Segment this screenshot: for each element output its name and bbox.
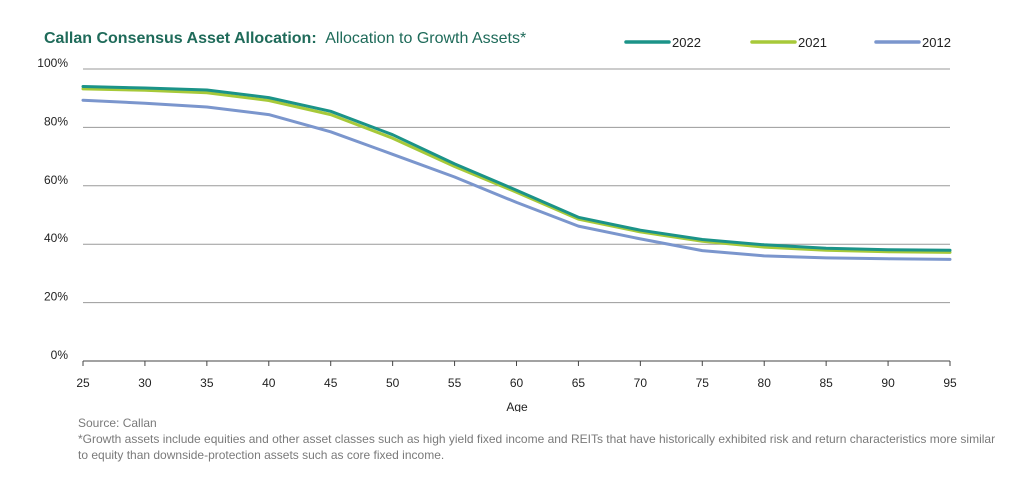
- x-tick-label: 30: [138, 376, 152, 390]
- y-tick-label: 20%: [44, 290, 68, 304]
- y-tick-label: 60%: [44, 173, 68, 187]
- gridlines: [83, 68, 950, 362]
- chart-footer: Source: Callan *Growth assets include eq…: [78, 415, 1008, 463]
- source-note: Source: Callan: [78, 416, 157, 430]
- y-axis-ticks: 0% 20% 40% 60% 80% 100%: [37, 56, 68, 362]
- x-tick-label: 50: [386, 376, 400, 390]
- series-lines: [81, 85, 952, 261]
- x-tick-label: 55: [448, 376, 462, 390]
- y-tick-label: 100%: [37, 56, 68, 70]
- series-line-2021: [81, 87, 952, 254]
- x-tick-label: 25: [76, 376, 90, 390]
- y-tick-label: 80%: [44, 114, 68, 128]
- x-axis-ticks: 25 30 35 40 45 50 55 60 65 70 75 80 85 90 95: [76, 361, 957, 390]
- line-chart: Callan Consensus Asset Allocation: Alloc…: [37, 30, 957, 412]
- series-line-2022: [81, 85, 952, 252]
- x-tick-label: 70: [634, 376, 648, 390]
- legend-label-2022: 2022: [672, 35, 701, 50]
- legend: 2022 2021 2012: [624, 35, 951, 50]
- x-axis-title: Age: [506, 400, 528, 412]
- x-tick-label: 35: [200, 376, 214, 390]
- footnote: *Growth assets include equities and othe…: [78, 432, 996, 462]
- x-tick-label: 90: [881, 376, 895, 390]
- x-tick-label: 45: [324, 376, 338, 390]
- y-tick-label: 40%: [44, 231, 68, 245]
- chart-title: Callan Consensus Asset Allocation: Alloc…: [44, 30, 526, 47]
- x-tick-label: 95: [943, 376, 957, 390]
- series-line-2012: [81, 98, 952, 261]
- x-tick-label: 85: [819, 376, 833, 390]
- legend-label-2012: 2012: [922, 35, 951, 50]
- x-tick-label: 75: [696, 376, 710, 390]
- chart-subtitle: Allocation to Growth Assets*: [325, 30, 526, 47]
- x-tick-label: 60: [510, 376, 524, 390]
- x-tick-label: 65: [572, 376, 586, 390]
- x-tick-label: 40: [262, 376, 276, 390]
- chart-title-main: Callan Consensus Asset Allocation:: [44, 30, 317, 47]
- x-tick-label: 80: [758, 376, 772, 390]
- legend-label-2021: 2021: [798, 35, 827, 50]
- y-tick-label: 0%: [51, 348, 69, 362]
